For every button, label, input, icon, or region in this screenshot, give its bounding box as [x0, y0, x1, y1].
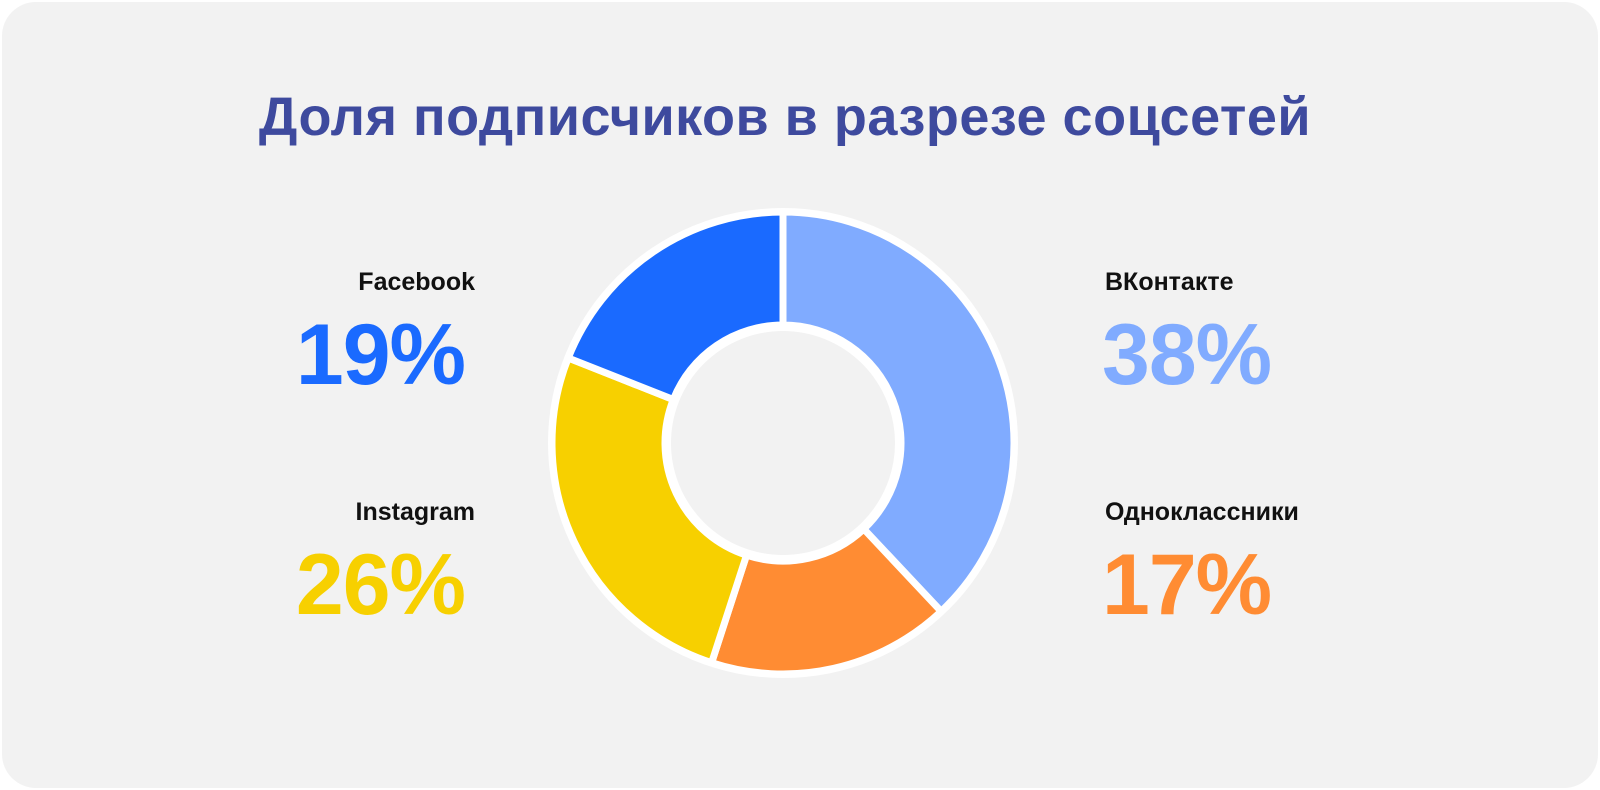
value-odnoklassniki: 17%	[1102, 537, 1272, 633]
label-instagram: Instagram	[355, 498, 475, 526]
label-vkontakte: ВКонтакте	[1105, 268, 1234, 296]
value-facebook: 19%	[295, 307, 466, 403]
chart-title: Доля подписчиков в разрезе соцсетей	[258, 87, 1312, 147]
label-odnoklassniki: Одноклассники	[1105, 498, 1299, 526]
label-facebook: Facebook	[358, 268, 475, 296]
value-instagram: 26%	[295, 537, 466, 633]
donut-hole	[665, 325, 901, 561]
value-vkontakte: 38%	[1102, 307, 1272, 403]
